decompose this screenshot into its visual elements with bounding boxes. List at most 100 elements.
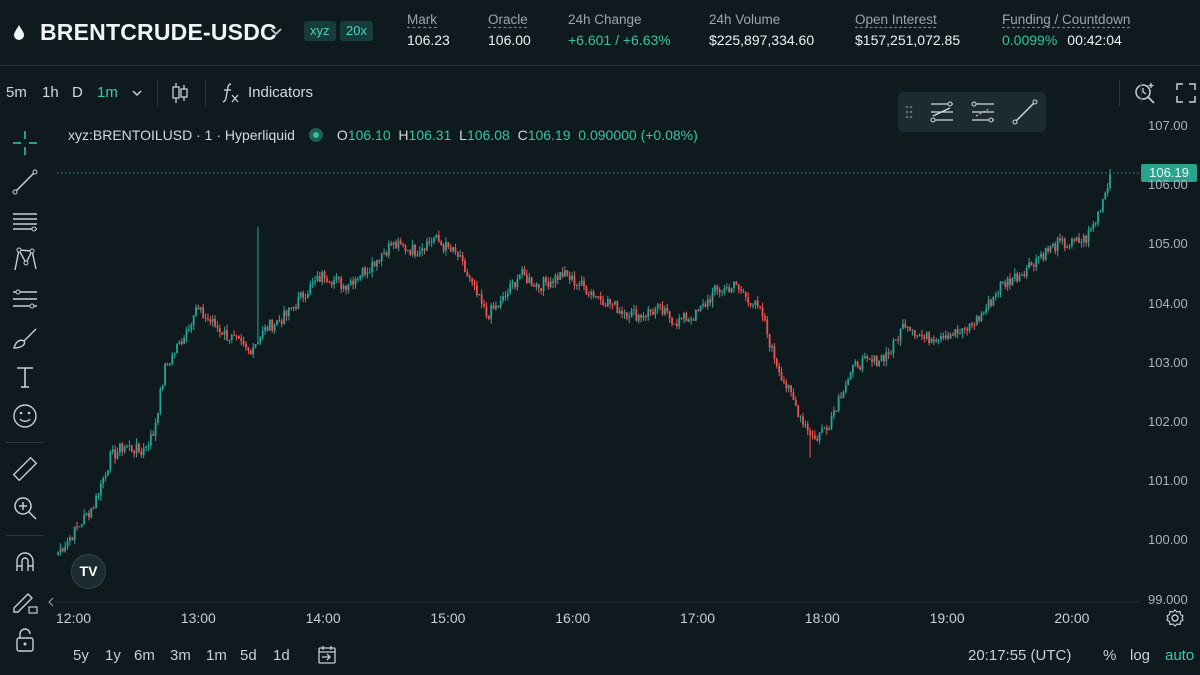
magnet-icon[interactable] xyxy=(10,547,40,577)
candle-up xyxy=(1025,267,1028,277)
chevron-down-icon[interactable] xyxy=(268,24,284,40)
legend-open: 106.10 xyxy=(347,127,391,143)
candle-up xyxy=(157,413,159,423)
candle-down xyxy=(138,443,140,452)
candle-up xyxy=(490,305,493,319)
settings-icon[interactable] xyxy=(1165,608,1185,628)
candle-down xyxy=(599,296,602,300)
chart-toolbar: 5m 1h D 1m Indicators xyxy=(0,72,1200,114)
parallel-channel-icon[interactable] xyxy=(928,98,956,126)
range-1y[interactable]: 1y xyxy=(105,647,121,664)
range-6m[interactable]: 6m xyxy=(134,647,155,664)
time-tick-label: 16:00 xyxy=(555,610,591,626)
timeframe-5m[interactable]: 5m xyxy=(6,84,27,101)
candle-down xyxy=(947,335,950,339)
ruler-icon[interactable] xyxy=(10,454,40,484)
tradingview-logo[interactable]: TV xyxy=(71,554,106,589)
candle-up xyxy=(509,283,512,294)
candle-down xyxy=(709,299,712,303)
candle-up xyxy=(1044,248,1047,260)
candle-up xyxy=(1092,223,1095,229)
range-3m[interactable]: 3m xyxy=(170,647,191,664)
fullscreen-icon[interactable] xyxy=(1175,82,1197,104)
candle-down xyxy=(592,291,595,297)
fib-icon[interactable] xyxy=(10,284,40,314)
candle-up xyxy=(878,360,881,367)
candle-up xyxy=(314,280,316,283)
candle-down xyxy=(978,316,980,321)
candle-down xyxy=(866,356,869,359)
candle-down xyxy=(716,285,719,290)
range-5y[interactable]: 5y xyxy=(73,647,89,664)
candle-up xyxy=(999,282,1002,294)
candle-down xyxy=(768,333,771,348)
candle-up xyxy=(833,410,835,417)
candle-up xyxy=(69,537,71,542)
trendline-icon[interactable] xyxy=(10,167,40,197)
candles-icon[interactable] xyxy=(170,81,190,105)
candle-up xyxy=(828,428,831,431)
brush-icon[interactable] xyxy=(10,323,40,353)
pattern-icon[interactable] xyxy=(10,245,40,275)
timeframe-1h[interactable]: 1h xyxy=(42,84,59,101)
percent-toggle[interactable]: % xyxy=(1103,647,1117,664)
timeframe-d[interactable]: D xyxy=(72,84,83,101)
candle-down xyxy=(692,319,695,321)
range-1d[interactable]: 1d xyxy=(273,647,290,664)
zoom-in-icon[interactable] xyxy=(10,493,40,523)
candle-down xyxy=(561,272,564,277)
candle-up xyxy=(309,284,312,295)
alert-search-icon[interactable] xyxy=(1133,81,1157,105)
candle-down xyxy=(840,396,842,398)
range-1m[interactable]: 1m xyxy=(206,647,227,664)
timeframe-1m[interactable]: 1m xyxy=(97,84,118,101)
lock-pencil-icon[interactable] xyxy=(10,586,40,616)
date-range-icon[interactable] xyxy=(316,644,338,666)
candle-up xyxy=(571,275,573,280)
candle-up xyxy=(823,428,826,430)
candle-up xyxy=(1106,187,1109,193)
candle-up xyxy=(521,269,524,275)
candle-up xyxy=(426,241,428,251)
symbol-title[interactable]: BRENTCRUDE-USDC xyxy=(40,19,277,45)
log-toggle[interactable]: log xyxy=(1130,647,1151,664)
utc-clock[interactable]: 20:17:55 (UTC) xyxy=(968,647,1072,664)
candle-down xyxy=(887,352,890,355)
auto-toggle[interactable]: auto xyxy=(1165,647,1195,664)
candle-up xyxy=(694,309,697,321)
candle-up xyxy=(168,363,171,365)
fx-icon[interactable] xyxy=(220,81,240,105)
chevron-down-icon[interactable] xyxy=(130,86,144,100)
range-5d[interactable]: 5d xyxy=(240,647,257,664)
candle-up xyxy=(190,325,193,330)
horizontal-lines-icon[interactable] xyxy=(10,206,40,236)
crosshair-icon[interactable] xyxy=(10,128,40,158)
candle-down xyxy=(825,428,828,431)
leverage-badge[interactable]: 20x xyxy=(340,21,373,41)
candle-up xyxy=(145,446,147,448)
candle-up xyxy=(259,337,262,343)
trendline-icon[interactable] xyxy=(1011,98,1039,126)
chart-legend: xyz:BRENTOILUSD · 1 · Hyperliquid O106.10… xyxy=(68,127,698,143)
candle-down xyxy=(742,291,745,293)
candle-up xyxy=(1006,278,1009,287)
lock-icon[interactable] xyxy=(10,625,40,655)
candle-up xyxy=(228,339,231,341)
candle-up xyxy=(949,334,952,339)
candle-down xyxy=(442,244,445,251)
candle-up xyxy=(699,305,702,311)
fib-channel-icon[interactable] xyxy=(969,98,997,126)
legend-change: 0.090000 (+0.08%) xyxy=(578,127,698,143)
indicators-button[interactable]: Indicators xyxy=(248,84,314,101)
chevron-left-icon[interactable] xyxy=(46,596,56,608)
candle-up xyxy=(109,451,112,471)
candle-down xyxy=(242,340,245,345)
text-icon[interactable] xyxy=(10,362,40,392)
emoji-icon[interactable] xyxy=(10,401,40,431)
drag-handle-icon[interactable] xyxy=(904,104,914,120)
candle-up xyxy=(435,234,438,238)
candle-down xyxy=(875,355,878,367)
candle-down xyxy=(373,261,376,267)
candle-down xyxy=(166,363,169,365)
